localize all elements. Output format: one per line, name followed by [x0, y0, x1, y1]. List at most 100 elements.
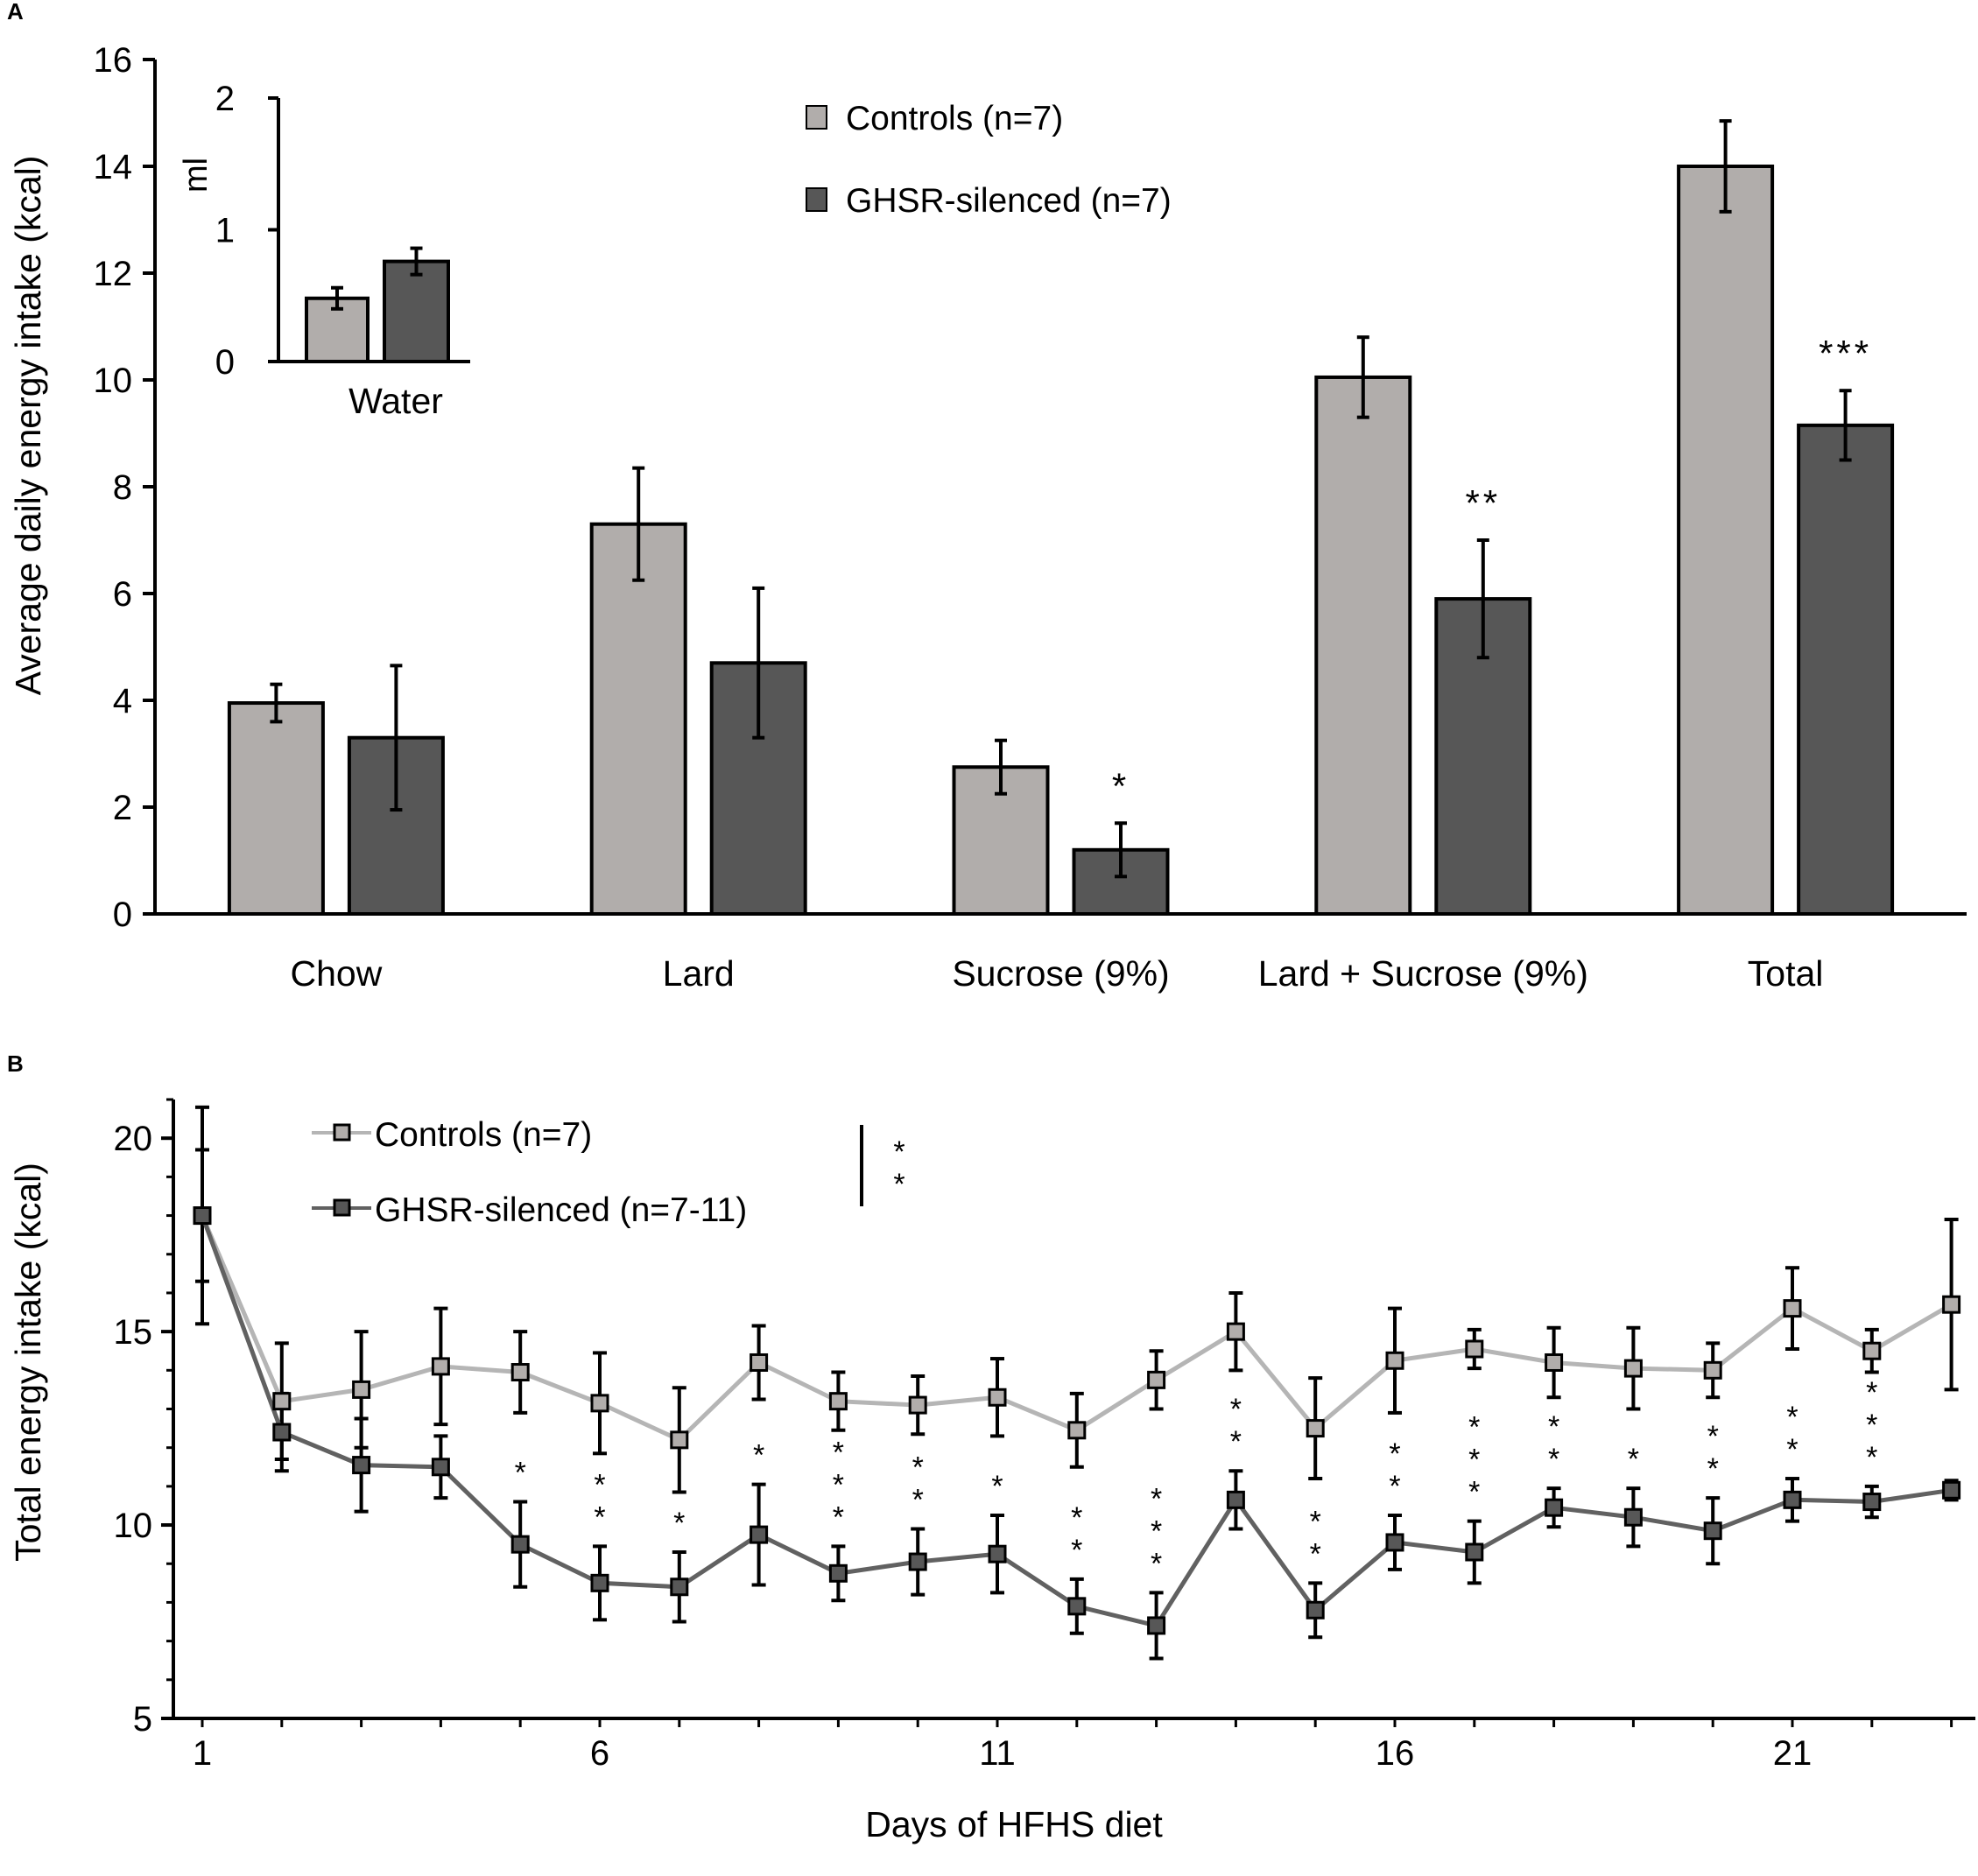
ghsr-data-point [1862, 1493, 1882, 1512]
panel-label-a: A [7, 0, 24, 25]
legend-marker-controls [333, 1123, 351, 1142]
controls-data-point [1465, 1339, 1484, 1359]
ghsr-data-point [510, 1535, 530, 1554]
panel-a-y-tick-label: 0 [113, 896, 132, 934]
panel-a-y-tick-label: 12 [94, 255, 133, 293]
significance-day-17-0: * [1468, 1411, 1480, 1444]
panel-a-y-tick-label: 14 [94, 148, 133, 186]
ghsr-data-point [988, 1544, 1007, 1563]
controls-data-point [1306, 1419, 1325, 1438]
controls-data-point [908, 1395, 927, 1415]
panel-a-y-tick-label: 10 [94, 362, 133, 400]
controls-data-point [1147, 1370, 1166, 1389]
panel-a-y-tick-label: 2 [113, 789, 132, 827]
significance-marker: *** [1819, 333, 1872, 374]
ghsr-data-point [272, 1423, 292, 1442]
significance-day-21-1: * [1786, 1433, 1798, 1466]
controls-data-point [828, 1392, 848, 1411]
significance-day-16-1: * [1389, 1470, 1400, 1503]
ghsr-data-point [1783, 1490, 1802, 1509]
panel-label-b: B [7, 1050, 24, 1077]
ghsr-data-point [1545, 1498, 1564, 1517]
controls-bar [589, 522, 687, 916]
significance-day-10-1: * [912, 1483, 924, 1516]
inset-category-label: Water [348, 381, 443, 421]
ghsr-data-point [828, 1563, 848, 1583]
ghsr-data-point [1465, 1542, 1484, 1562]
legend-marker-ghsr [333, 1198, 351, 1217]
ghsr-inset-bar [383, 259, 450, 363]
panel-a-y-tick-label: 4 [113, 682, 132, 720]
ghsr-data-point [1703, 1521, 1722, 1541]
panel-b-x-tick-label: 16 [1376, 1734, 1415, 1773]
controls-data-point [1783, 1299, 1802, 1318]
ghsr-data-point [1306, 1600, 1325, 1620]
panel-a-category-label: Total [1748, 953, 1824, 994]
significance-day-18-0: * [1548, 1410, 1559, 1444]
controls-data-point [988, 1388, 1007, 1407]
ghsr-data-point [750, 1525, 769, 1544]
inset-y-tick-label: 0 [215, 343, 235, 382]
controls-data-point [1067, 1421, 1087, 1440]
controls-data-point [1862, 1341, 1882, 1360]
panel-a-category-label: Lard [663, 953, 735, 994]
ghsr-data-point [1147, 1616, 1166, 1635]
panel-b-x-tick-label: 1 [193, 1734, 212, 1773]
controls-data-point [272, 1392, 292, 1411]
panel-b-chart: Total energy intake (kcal) Days of HFHS … [8, 1098, 1975, 1844]
significance-marker: * [1112, 765, 1130, 806]
panel-a-inset-chart: ml 0 1 2 Water [178, 80, 470, 421]
ghsr-data-point [590, 1573, 609, 1592]
controls-data-point [1385, 1351, 1404, 1370]
ghsr-data-point [1067, 1597, 1087, 1616]
panel-a-y-tick-label: 6 [113, 575, 132, 614]
controls-data-point [352, 1380, 371, 1399]
panel-b-x-tick-label: 21 [1773, 1734, 1813, 1773]
controls-bar [1677, 165, 1775, 916]
controls-data-point [1545, 1353, 1564, 1372]
significance-day-22-2: * [1866, 1441, 1877, 1474]
panel-b-y-axis-label: Total energy intake (kcal) [8, 1163, 48, 1562]
panel-a-category-label: Sucrose (9%) [952, 953, 1169, 994]
significance-day-11-0: * [991, 1470, 1003, 1503]
significance-day-22-1: * [1866, 1409, 1877, 1442]
controls-data-point [1942, 1295, 1961, 1314]
inset-y-axis-label: ml [178, 158, 215, 193]
ghsr-bar [1797, 423, 1895, 917]
significance-day-9-2: * [833, 1500, 844, 1534]
controls-data-point [431, 1357, 450, 1376]
significance-day-8-0: * [753, 1439, 764, 1472]
significance-day-7-0: * [673, 1507, 685, 1540]
panel-a-y-tick-label: 8 [113, 468, 132, 507]
panel-a-y-axis-label: Average daily energy intake (kcal) [8, 156, 48, 696]
legend-label-controls-b: Controls (n=7) [375, 1116, 592, 1154]
controls-data-point [1623, 1359, 1643, 1378]
significance-day-20-0: * [1707, 1420, 1719, 1453]
significance-day-6-1: * [594, 1500, 605, 1534]
significance-day-12-0: * [1071, 1501, 1082, 1535]
ghsr-data-point [1226, 1490, 1245, 1509]
inset-y-tick-label: 2 [215, 80, 235, 118]
legend-label-controls: Controls (n=7) [846, 100, 1063, 137]
significance-day-17-2: * [1468, 1476, 1480, 1509]
significance-day-15-0: * [1310, 1505, 1321, 1538]
panel-a-category-label: Lard + Sucrose (9%) [1258, 953, 1588, 994]
ghsr-data-point [431, 1458, 450, 1477]
controls-data-point [1226, 1322, 1245, 1341]
significance-day-19-0: * [1628, 1443, 1639, 1476]
significance-day-15-1: * [1310, 1537, 1321, 1570]
panel-a-legend: Controls (n=7) GHSR-silenced (n=7) [806, 100, 1172, 220]
controls-data-point [510, 1363, 530, 1382]
significance-day-13-1: * [1151, 1514, 1162, 1548]
significance-day-10-0: * [912, 1451, 924, 1484]
panel-b-y-tick-label: 20 [114, 1120, 153, 1158]
significance-marker: ** [1465, 482, 1501, 523]
controls-data-point [590, 1394, 609, 1413]
panel-b-y-tick-label: 10 [114, 1507, 153, 1545]
legend-label-ghsr: GHSR-silenced (n=7) [846, 182, 1172, 220]
panel-b-x-axis-label: Days of HFHS diet [865, 1804, 1163, 1844]
significance-day-14-0: * [1230, 1393, 1242, 1426]
group-significance-0: * [893, 1135, 905, 1169]
controls-data-point [750, 1353, 769, 1372]
